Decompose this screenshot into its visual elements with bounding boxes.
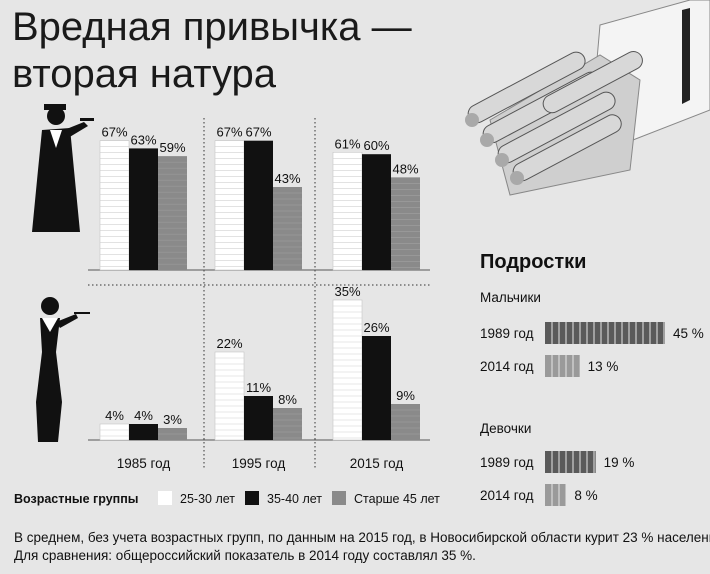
teen-group-label-0: Мальчики xyxy=(480,290,541,305)
footnote-comparison: Для сравнения: общероссийский показатель… xyxy=(14,548,476,563)
age-group-bar-chart: 67% 67%61%63%67%60%59%43%48%4%22%35%4%11%… xyxy=(88,118,430,471)
teen-year-label-0-0: 1989 год xyxy=(480,326,534,341)
data-label-men-1-2: 43% xyxy=(274,171,300,186)
bar-men-2-1 xyxy=(362,154,391,270)
data-label-men-1-1: 67% xyxy=(245,125,271,140)
teen-bar-chart: Подростки Мальчики 1989 год 45 % 2014 год 13 … xyxy=(480,251,704,506)
teen-chart-title: Подростки xyxy=(480,251,586,273)
teen-year-label-1-0: 1989 год xyxy=(480,455,534,470)
legend-label-45-plus: Старше 45 лет xyxy=(354,492,440,506)
data-label-men-0-1: 63% xyxy=(130,132,156,147)
data-label-women-0-0: 4% xyxy=(105,408,124,423)
category-label-2: 2015 год xyxy=(350,456,404,471)
legend-swatch-25-30 xyxy=(158,491,172,505)
woman-smoking-cigarette-holder-icon xyxy=(36,297,90,442)
bar-women-1-2 xyxy=(273,408,302,440)
cigarette-pack-icon xyxy=(465,0,710,196)
teen-year-label-1-1: 2014 год xyxy=(480,488,534,503)
bar-women-0-1 xyxy=(129,424,158,440)
bar-men-1-1 xyxy=(244,140,273,270)
bar-women-1-0 xyxy=(214,351,245,441)
bar-men-2-2 xyxy=(391,177,420,270)
footnote-average: В среднем, без учета возрастных групп, п… xyxy=(14,530,710,545)
data-label-men-2-1: 60% xyxy=(363,138,389,153)
teen-value-label-0-1: 13 % xyxy=(588,359,619,374)
data-label-women-1-1: 11% xyxy=(246,380,271,395)
teen-bar-1-0 xyxy=(545,451,596,473)
page-title: Вредная привычка — вторая натура xyxy=(12,5,412,96)
legend-title: Возрастные группы xyxy=(14,492,139,506)
legend-swatch-45-plus xyxy=(332,491,346,505)
bar-men-1-2 xyxy=(273,187,302,270)
bar-men-0-1 xyxy=(129,148,158,270)
data-label-women-2-1: 26% xyxy=(363,320,389,335)
teen-bar-1-1 xyxy=(545,484,567,506)
data-label-women-2-0: 35% xyxy=(334,284,360,299)
data-label-men-1-0: 67% xyxy=(216,125,242,140)
teen-value-label-0-0: 45 % xyxy=(673,326,704,341)
data-label-men-0-0: 67% xyxy=(101,125,127,140)
teen-bar-0-0 xyxy=(545,322,665,344)
data-label-men-0-2: 59% xyxy=(159,140,185,155)
legend-swatch-35-40 xyxy=(245,491,259,505)
legend-label-25-30: 25-30 лет xyxy=(180,492,235,506)
data-label-women-1-0: 22% xyxy=(216,336,242,351)
bar-women-2-1 xyxy=(362,336,391,440)
data-label-women-1-2: 8% xyxy=(278,392,297,407)
teen-year-label-0-1: 2014 год xyxy=(480,359,534,374)
man-smoking-pipe-icon xyxy=(32,104,94,232)
data-label-women-2-2: 9% xyxy=(396,388,415,403)
data-label-women-0-1: 4% xyxy=(134,408,153,423)
legend-label-35-40: 35-40 лет xyxy=(267,492,322,506)
teen-group-label-1: Девочки xyxy=(480,421,531,436)
category-label-1: 1995 год xyxy=(232,456,286,471)
bar-women-2-0 xyxy=(332,299,363,441)
category-label-0: 1985 год xyxy=(117,456,171,471)
teen-value-label-1-0: 19 % xyxy=(604,455,635,470)
data-label-women-0-2: 3% xyxy=(163,412,182,427)
bar-men-0-2 xyxy=(158,156,187,270)
bar-women-1-1 xyxy=(244,396,273,440)
data-label-men-2-0: 61% xyxy=(334,136,360,151)
teen-value-label-1-1: 8 % xyxy=(574,488,597,503)
data-label-men-2-2: 48% xyxy=(392,161,418,176)
teen-bar-0-1 xyxy=(545,355,580,377)
